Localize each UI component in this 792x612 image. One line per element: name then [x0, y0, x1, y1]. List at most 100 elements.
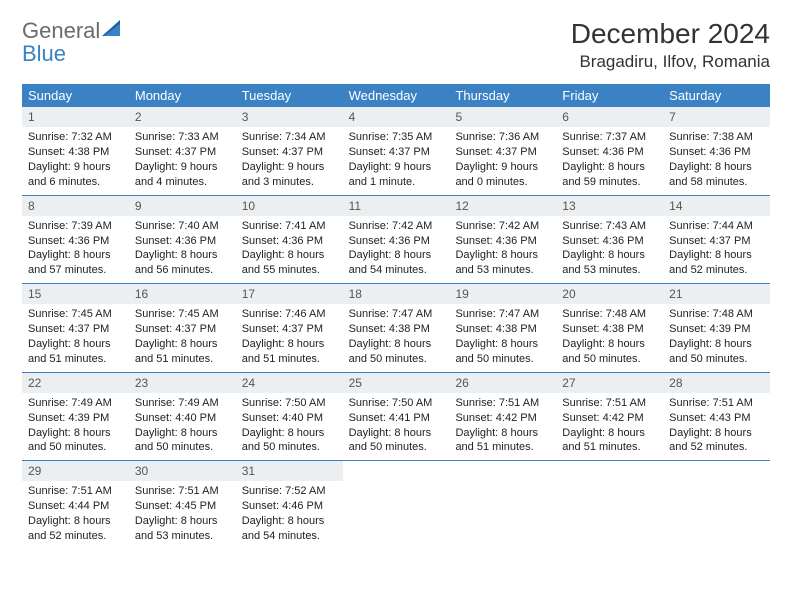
sunset-text: Sunset: 4:43 PM: [669, 411, 764, 426]
daylight-text: Daylight: 8 hours and 50 minutes.: [669, 337, 764, 367]
sunrise-text: Sunrise: 7:39 AM: [28, 219, 123, 234]
sunset-text: Sunset: 4:36 PM: [349, 234, 444, 249]
calendar-cell: 14Sunrise: 7:44 AMSunset: 4:37 PMDayligh…: [663, 196, 770, 284]
calendar-cell: 3Sunrise: 7:34 AMSunset: 4:37 PMDaylight…: [236, 107, 343, 195]
calendar-cell: 8Sunrise: 7:39 AMSunset: 4:36 PMDaylight…: [22, 196, 129, 284]
calendar-cell: 24Sunrise: 7:50 AMSunset: 4:40 PMDayligh…: [236, 373, 343, 461]
cell-body: Sunrise: 7:41 AMSunset: 4:36 PMDaylight:…: [236, 216, 343, 283]
cell-body: Sunrise: 7:47 AMSunset: 4:38 PMDaylight:…: [343, 304, 450, 371]
day-number: 6: [556, 107, 663, 127]
daylight-text: Daylight: 8 hours and 50 minutes.: [562, 337, 657, 367]
daylight-text: Daylight: 8 hours and 51 minutes.: [455, 426, 550, 456]
cell-body: Sunrise: 7:51 AMSunset: 4:45 PMDaylight:…: [129, 481, 236, 548]
sunset-text: Sunset: 4:37 PM: [349, 145, 444, 160]
day-header-tuesday: Tuesday: [236, 84, 343, 107]
cell-body: Sunrise: 7:40 AMSunset: 4:36 PMDaylight:…: [129, 216, 236, 283]
sunrise-text: Sunrise: 7:47 AM: [349, 307, 444, 322]
day-number: 30: [129, 461, 236, 481]
cell-body: Sunrise: 7:36 AMSunset: 4:37 PMDaylight:…: [449, 127, 556, 194]
sunrise-text: Sunrise: 7:48 AM: [669, 307, 764, 322]
sunset-text: Sunset: 4:37 PM: [669, 234, 764, 249]
sunrise-text: Sunrise: 7:35 AM: [349, 130, 444, 145]
day-number: 5: [449, 107, 556, 127]
calendar-cell: 15Sunrise: 7:45 AMSunset: 4:37 PMDayligh…: [22, 284, 129, 372]
calendar-cell: 23Sunrise: 7:49 AMSunset: 4:40 PMDayligh…: [129, 373, 236, 461]
calendar-cell: 31Sunrise: 7:52 AMSunset: 4:46 PMDayligh…: [236, 461, 343, 549]
cell-body: Sunrise: 7:33 AMSunset: 4:37 PMDaylight:…: [129, 127, 236, 194]
day-number: 19: [449, 284, 556, 304]
calendar-cell: 9Sunrise: 7:40 AMSunset: 4:36 PMDaylight…: [129, 196, 236, 284]
day-header-saturday: Saturday: [663, 84, 770, 107]
daylight-text: Daylight: 9 hours and 1 minute.: [349, 160, 444, 190]
calendar-cell: 30Sunrise: 7:51 AMSunset: 4:45 PMDayligh…: [129, 461, 236, 549]
day-number: 31: [236, 461, 343, 481]
cell-body: Sunrise: 7:48 AMSunset: 4:39 PMDaylight:…: [663, 304, 770, 371]
day-number-empty: [343, 461, 450, 481]
sunset-text: Sunset: 4:38 PM: [349, 322, 444, 337]
calendar-cell: 10Sunrise: 7:41 AMSunset: 4:36 PMDayligh…: [236, 196, 343, 284]
sunrise-text: Sunrise: 7:50 AM: [242, 396, 337, 411]
calendar-cell: 28Sunrise: 7:51 AMSunset: 4:43 PMDayligh…: [663, 373, 770, 461]
daylight-text: Daylight: 8 hours and 50 minutes.: [135, 426, 230, 456]
daylight-text: Daylight: 8 hours and 50 minutes.: [28, 426, 123, 456]
sunrise-text: Sunrise: 7:41 AM: [242, 219, 337, 234]
month-title: December 2024: [571, 18, 770, 50]
day-number-empty: [449, 461, 556, 481]
day-header-monday: Monday: [129, 84, 236, 107]
calendar-cell: [663, 461, 770, 549]
sunrise-text: Sunrise: 7:43 AM: [562, 219, 657, 234]
cell-body: Sunrise: 7:51 AMSunset: 4:42 PMDaylight:…: [449, 393, 556, 460]
sunrise-text: Sunrise: 7:42 AM: [455, 219, 550, 234]
cell-body: Sunrise: 7:45 AMSunset: 4:37 PMDaylight:…: [22, 304, 129, 371]
cell-body: Sunrise: 7:42 AMSunset: 4:36 PMDaylight:…: [449, 216, 556, 283]
sunrise-text: Sunrise: 7:52 AM: [242, 484, 337, 499]
cell-body: Sunrise: 7:51 AMSunset: 4:44 PMDaylight:…: [22, 481, 129, 548]
cell-body: Sunrise: 7:50 AMSunset: 4:41 PMDaylight:…: [343, 393, 450, 460]
sunset-text: Sunset: 4:39 PM: [28, 411, 123, 426]
day-number: 24: [236, 373, 343, 393]
logo-text-blue: Blue: [22, 43, 124, 65]
calendar-cell: 2Sunrise: 7:33 AMSunset: 4:37 PMDaylight…: [129, 107, 236, 195]
sunrise-text: Sunrise: 7:49 AM: [135, 396, 230, 411]
sunset-text: Sunset: 4:36 PM: [455, 234, 550, 249]
sunset-text: Sunset: 4:38 PM: [455, 322, 550, 337]
sunset-text: Sunset: 4:40 PM: [242, 411, 337, 426]
cell-body: Sunrise: 7:44 AMSunset: 4:37 PMDaylight:…: [663, 216, 770, 283]
sunrise-text: Sunrise: 7:51 AM: [455, 396, 550, 411]
daylight-text: Daylight: 8 hours and 53 minutes.: [562, 248, 657, 278]
day-header-sunday: Sunday: [22, 84, 129, 107]
sunrise-text: Sunrise: 7:51 AM: [28, 484, 123, 499]
sunset-text: Sunset: 4:37 PM: [242, 145, 337, 160]
day-header-wednesday: Wednesday: [343, 84, 450, 107]
cell-body: Sunrise: 7:42 AMSunset: 4:36 PMDaylight:…: [343, 216, 450, 283]
cell-body: Sunrise: 7:48 AMSunset: 4:38 PMDaylight:…: [556, 304, 663, 371]
daylight-text: Daylight: 8 hours and 52 minutes.: [669, 426, 764, 456]
calendar-cell: 4Sunrise: 7:35 AMSunset: 4:37 PMDaylight…: [343, 107, 450, 195]
cell-body: Sunrise: 7:39 AMSunset: 4:36 PMDaylight:…: [22, 216, 129, 283]
day-number: 3: [236, 107, 343, 127]
cell-body: Sunrise: 7:52 AMSunset: 4:46 PMDaylight:…: [236, 481, 343, 548]
sunrise-text: Sunrise: 7:44 AM: [669, 219, 764, 234]
sunrise-text: Sunrise: 7:47 AM: [455, 307, 550, 322]
day-number: 14: [663, 196, 770, 216]
sunrise-text: Sunrise: 7:49 AM: [28, 396, 123, 411]
sunrise-text: Sunrise: 7:40 AM: [135, 219, 230, 234]
daylight-text: Daylight: 8 hours and 53 minutes.: [455, 248, 550, 278]
calendar-cell: 17Sunrise: 7:46 AMSunset: 4:37 PMDayligh…: [236, 284, 343, 372]
sunset-text: Sunset: 4:45 PM: [135, 499, 230, 514]
daylight-text: Daylight: 8 hours and 57 minutes.: [28, 248, 123, 278]
logo-text-general: General: [22, 18, 100, 43]
sunrise-text: Sunrise: 7:48 AM: [562, 307, 657, 322]
daylight-text: Daylight: 9 hours and 4 minutes.: [135, 160, 230, 190]
sunrise-text: Sunrise: 7:46 AM: [242, 307, 337, 322]
cell-body: Sunrise: 7:51 AMSunset: 4:43 PMDaylight:…: [663, 393, 770, 460]
daylight-text: Daylight: 8 hours and 54 minutes.: [242, 514, 337, 544]
daylight-text: Daylight: 9 hours and 0 minutes.: [455, 160, 550, 190]
sunset-text: Sunset: 4:42 PM: [562, 411, 657, 426]
sunset-text: Sunset: 4:44 PM: [28, 499, 123, 514]
cell-body: Sunrise: 7:45 AMSunset: 4:37 PMDaylight:…: [129, 304, 236, 371]
sunset-text: Sunset: 4:46 PM: [242, 499, 337, 514]
sunrise-text: Sunrise: 7:45 AM: [28, 307, 123, 322]
week-row: 15Sunrise: 7:45 AMSunset: 4:37 PMDayligh…: [22, 284, 770, 373]
daylight-text: Daylight: 9 hours and 3 minutes.: [242, 160, 337, 190]
